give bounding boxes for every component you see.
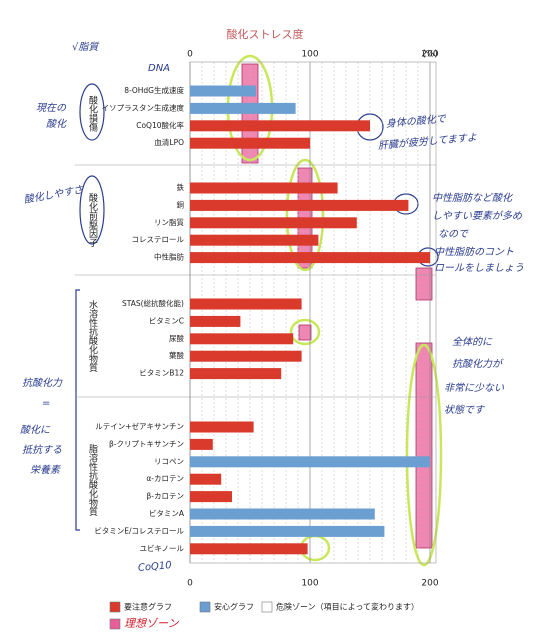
row-label: CoQ10酸化率 (136, 120, 184, 130)
bar (190, 252, 430, 264)
row-label: 尿酸 (169, 333, 184, 343)
legend-swatch (199, 601, 211, 613)
row-label: ユビキノール (140, 544, 185, 553)
annotation: 現在の (36, 102, 67, 114)
bar (190, 217, 357, 229)
bar (190, 438, 213, 450)
row-label: 血清LPO (154, 137, 184, 147)
group-label: 水溶性抗酸化物質 (87, 299, 98, 373)
annotation: 抵抗する (22, 444, 62, 456)
row-label: ビタミンB12 (139, 369, 184, 378)
x-tick-label-bottom: 100 (301, 579, 318, 589)
bar (190, 368, 282, 380)
x-tick-label-bottom: 0 (187, 579, 193, 589)
row-label: ビタミンA (149, 509, 185, 518)
legend-swatch (109, 601, 121, 613)
row-label: α-カロテン (146, 474, 184, 483)
annotation: 栄養素 (30, 464, 61, 476)
highlight-circles (226, 54, 443, 567)
bar (190, 333, 294, 345)
annotation: なので (438, 228, 469, 240)
annotation: ロールをしましょう (434, 263, 524, 274)
annotation: 酸化に (20, 424, 51, 436)
legend-label: 安心グラフ (214, 602, 254, 612)
row-label: 8-OHdG生成速度 (124, 85, 184, 95)
unit-label: (%) (422, 50, 438, 60)
annotation: しやすい要素が多め (432, 210, 523, 222)
bar (190, 491, 232, 503)
legend-label: 危険ゾーン（項目によって変わります） (276, 602, 419, 612)
row-label: 中性脂肪 (154, 252, 184, 262)
annotation: CoQ10 (138, 560, 173, 574)
annotation: 酸化しやすさ (23, 184, 85, 206)
legend-swatch (109, 618, 121, 630)
row-label: ルテイン+ゼアキサンチン (95, 421, 184, 431)
bar (190, 182, 338, 194)
row-label: STAS(総抗酸化能) (122, 298, 184, 308)
x-tick-label: 100 (301, 50, 318, 60)
chart-title: 酸化ストレス度 (227, 27, 304, 41)
row-label: 鉄 (177, 182, 185, 192)
bar (190, 234, 319, 246)
annotation: 全体的に (452, 336, 493, 348)
x-tick-label: 0 (187, 50, 193, 60)
group-label: 酸化損傷 (87, 95, 98, 132)
row-label: β-カロテン (147, 492, 185, 501)
annotation: √脂質 (72, 41, 100, 53)
bar (190, 315, 241, 327)
bar (190, 350, 302, 362)
x-tick-label: 200 (421, 50, 438, 60)
annotation: 抗酸化力が (452, 358, 504, 370)
bar (190, 102, 296, 114)
row-label: リン脂質 (154, 217, 184, 227)
group-label: 脂溶性抗酸化物質 (87, 443, 98, 517)
row-label: β-クリプトキサンチン (109, 439, 184, 448)
legend-swatch (261, 601, 273, 613)
annotation: 非常に少ない (444, 382, 504, 394)
annotation: DNA (148, 63, 170, 74)
annotation: 抗酸化力 (22, 377, 63, 389)
legend-label: 要注意グラフ (124, 602, 172, 612)
annotation: 中性脂肪など酸化 (432, 192, 514, 204)
bar (190, 456, 430, 468)
annotation: 状態です (444, 404, 485, 416)
annotation: 肝臓が疲労してますよ (377, 131, 477, 152)
row-label: 銅 (177, 199, 185, 209)
group-label: 酸化前駆因子 (87, 193, 98, 247)
bar (190, 543, 308, 555)
legend-label: 理想ゾーン (124, 617, 179, 630)
row-label: ビタミンC (149, 316, 184, 325)
bar (190, 525, 385, 537)
bar (190, 421, 254, 433)
annotation: = (42, 398, 50, 409)
bar (190, 473, 222, 485)
row-label: 葉酸 (169, 350, 184, 360)
bar (190, 85, 256, 97)
row-label: コレステロール (132, 235, 185, 244)
annotation: 身体の酸化で (385, 113, 447, 130)
bar (190, 199, 409, 211)
x-tick-label-bottom: 200 (421, 579, 438, 589)
bar (190, 298, 302, 310)
row-label: イソプラスタン生成速度 (102, 102, 185, 112)
bar (190, 508, 375, 520)
annotation: 酸化 (46, 118, 68, 130)
row-label: リコペン (154, 457, 184, 466)
annotation: 中性脂肪のコント (434, 246, 514, 258)
bar (190, 137, 310, 149)
bar (190, 120, 370, 132)
row-label: ビタミンE/コレステロール (94, 526, 184, 535)
plot-area (189, 61, 437, 564)
